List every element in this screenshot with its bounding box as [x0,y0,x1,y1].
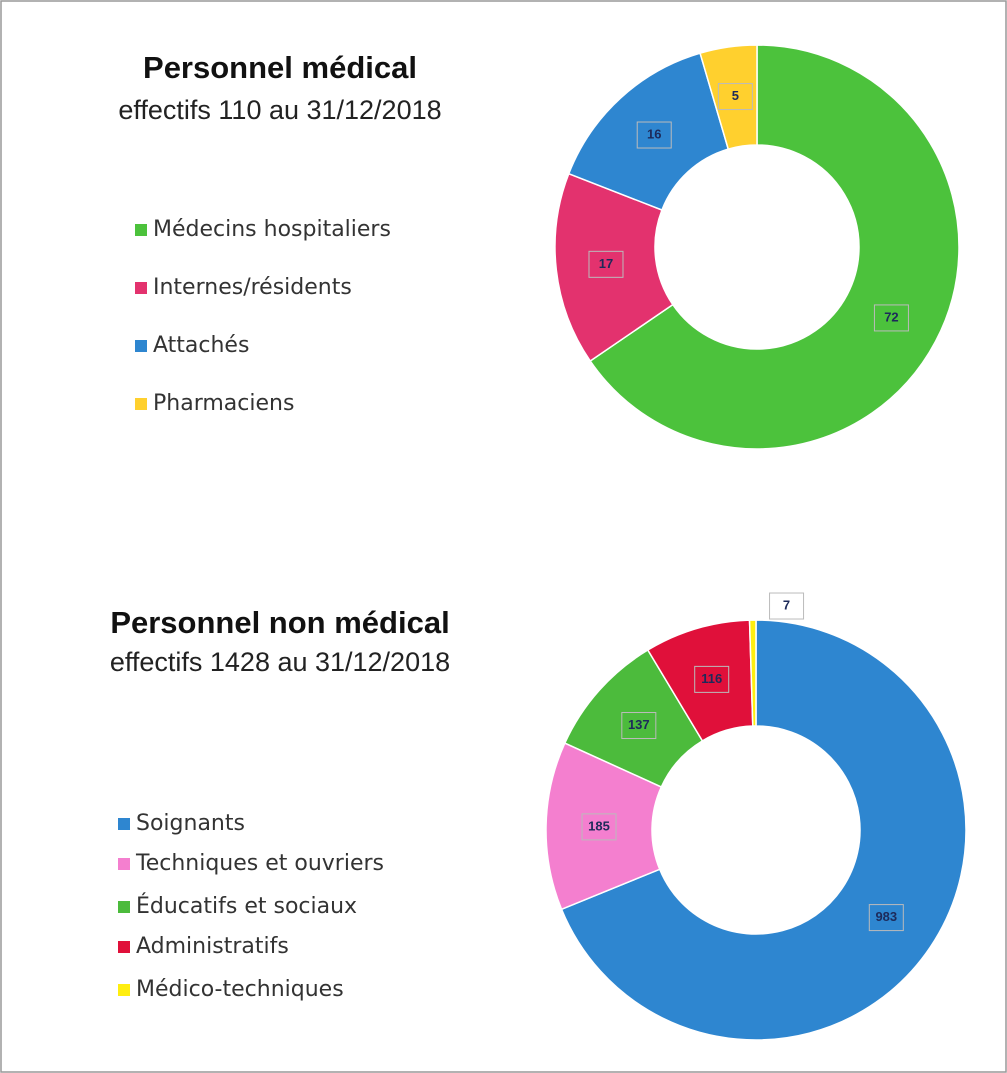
legend-label: Techniques et ouvriers [135,851,384,876]
data-label-box [717,83,753,111]
data-label-box [873,304,909,332]
data-label: 17 [599,256,613,271]
donut-slice [560,619,967,1041]
legend-swatch [118,858,130,870]
legend-label: Médecins hospitaliers [153,217,391,242]
donut-slice [589,44,960,450]
chart-subtitle: effectifs 110 au 31/12/2018 [118,95,441,125]
legend-swatch [118,818,130,830]
data-label: 983 [875,909,897,924]
legend-swatch [135,224,147,236]
data-label: 5 [732,88,739,103]
legend-label: Internes/résidents [153,275,352,300]
chart-subtitle: effectifs 1428 au 31/12/2018 [110,647,450,677]
data-label: 137 [628,717,650,732]
data-label: 7 [783,597,790,612]
legend-label: Pharmaciens [153,391,294,416]
legend-swatch [118,901,130,913]
data-label: 116 [701,671,722,686]
data-label-box [581,813,617,841]
legend-label: Attachés [153,333,249,358]
data-label-box [621,712,657,740]
legend-swatch [135,282,147,294]
legend-label: Médico-techniques [136,977,344,1002]
data-label-box [769,592,805,620]
chart-title: Personnel non médical [110,605,449,640]
legend-label: Administratifs [136,934,289,959]
data-label: 72 [884,309,898,324]
legend-label: Soignants [136,811,245,836]
data-label: 185 [588,818,610,833]
legend-swatch [118,984,130,996]
legend-swatch [135,340,147,352]
data-label-box [636,121,672,149]
chart-title: Personnel médical [143,50,417,85]
donut-slice [748,619,757,727]
data-label-box [588,250,624,278]
legend-swatch [135,398,147,410]
legend-swatch [118,941,130,953]
data-label: 16 [647,126,661,141]
data-label-box [868,904,904,932]
legend-label: Éducatifs et sociaux [136,893,357,919]
data-label-box [694,665,730,693]
